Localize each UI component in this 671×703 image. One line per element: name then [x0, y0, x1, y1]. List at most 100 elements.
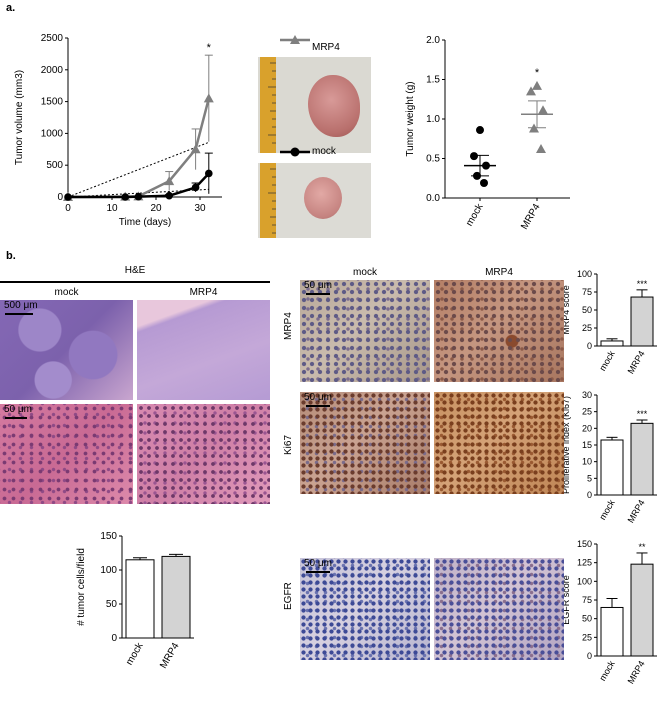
- y-tick-label: 100: [100, 565, 117, 576]
- y-tick-label: 1.5: [426, 75, 440, 86]
- data-point-mock: [64, 193, 72, 201]
- tumor-volume-chart: 0 500 1000 1500 2000 2500 0 10 20 30 Time (days) Tu…: [14, 33, 222, 228]
- data-point-mock: [165, 191, 173, 200]
- x-tick-label: MRP4: [519, 202, 543, 232]
- y-tick-label: 75: [582, 287, 592, 297]
- y-tick-label: 1000: [41, 128, 64, 139]
- x-tick-label: 10: [106, 203, 118, 214]
- legend-line-mrp4: [280, 35, 350, 44]
- scale-label-50-ki67: 50 μm: [304, 392, 332, 403]
- y-tick-label: 10: [582, 457, 592, 467]
- y-axis-label: Tumor volume (mm3): [14, 70, 25, 165]
- bar-mock: [600, 439, 624, 496]
- he-col-mock: mock: [54, 287, 79, 298]
- data-point-mrp4: [538, 105, 548, 115]
- bar-mock: [600, 606, 624, 657]
- tumor-weight-chart: 0.0 0.5 1.0 1.5 2.0 Tumor weight (g) mock MRP4 *: [405, 35, 570, 232]
- data-point-mock: [476, 126, 484, 135]
- scale-bar-50-egfr: [306, 571, 330, 573]
- panel-label-b: b.: [6, 250, 16, 262]
- scale-label-50-mrp4: 50 μm: [304, 280, 332, 291]
- x-tick-label: 0: [65, 203, 71, 214]
- y-tick-label: 75: [582, 595, 592, 605]
- bar-mrp4: [630, 296, 654, 347]
- egfr-score-chart: 0 25 50 75 100 125 150 EGFR score mock MRP4 **: [561, 539, 657, 686]
- y-tick-label: 0: [587, 490, 592, 500]
- scale-bar-50-he: [5, 417, 27, 419]
- data-point-mock: [121, 193, 129, 201]
- ki67-index-chart: 0 5 10 15 20 25 30 Proliferative index (Ki67) mo…: [561, 390, 657, 525]
- scale-bar-50-ki67: [306, 405, 330, 407]
- x-tick-label: mock: [464, 201, 486, 228]
- x-tick-label: MRP4: [626, 349, 647, 376]
- he-mrp4-low-image: [137, 300, 270, 400]
- ihc-egfr-mrp4-image: [434, 558, 564, 660]
- y-tick-label: 100: [577, 269, 592, 279]
- significance-marker: **: [638, 542, 646, 552]
- row-label-mrp4: MRP4: [283, 312, 294, 340]
- he-mock-low-image: [0, 300, 133, 400]
- y-tick-label: 5: [587, 473, 592, 483]
- y-tick-label: 25: [582, 323, 592, 333]
- data-point-mock: [480, 178, 488, 187]
- data-point-mock: [205, 169, 213, 178]
- y-tick-label: 50: [582, 614, 592, 624]
- x-tick-label: MRP4: [626, 659, 647, 686]
- significance-marker: *: [207, 42, 212, 54]
- y-tick-label: 1500: [41, 97, 64, 108]
- legend-line-mock: [280, 147, 350, 157]
- y-tick-label: 25: [582, 407, 592, 417]
- data-point-mock: [191, 183, 200, 192]
- scale-bar-50-mrp4: [306, 293, 330, 295]
- y-axis-label: MRP4 score: [561, 285, 571, 335]
- tumor-photo-mock: [258, 163, 371, 238]
- bar-mrp4: [630, 422, 654, 496]
- y-axis-label: EGFR score: [561, 575, 571, 625]
- x-tick-label: MRP4: [158, 641, 182, 671]
- data-point-mrp4: [203, 93, 214, 103]
- significance-marker: ***: [637, 409, 648, 419]
- bar-mrp4: [161, 555, 191, 639]
- y-tick-label: 0.0: [426, 193, 440, 204]
- ihc-mrp4-mock-image: [300, 280, 430, 382]
- ihc-ki67-mrp4-image: [434, 392, 564, 494]
- y-tick-label: 20: [582, 423, 592, 433]
- data-point-mock: [134, 192, 143, 201]
- y-tick-label: 2.0: [426, 35, 440, 46]
- significance-marker: *: [535, 67, 540, 79]
- ihc-col-mock: mock: [353, 267, 377, 278]
- significance-marker: ***: [637, 279, 648, 289]
- he-title-rule: [0, 281, 270, 283]
- he-mock-high-image: [0, 404, 133, 504]
- y-axis-label: Tumor weight (g): [405, 81, 416, 156]
- y-tick-label: 2000: [41, 65, 64, 76]
- scale-bar-500: [5, 313, 33, 315]
- x-axis-label: Time (days): [119, 217, 171, 228]
- he-col-mrp4: MRP4: [189, 287, 218, 298]
- ihc-col-mrp4: MRP4: [485, 267, 513, 278]
- y-tick-label: 150: [577, 539, 592, 549]
- y-tick-label: 500: [46, 160, 63, 171]
- x-tick-label: mock: [124, 640, 146, 667]
- x-tick-label: 20: [150, 203, 162, 214]
- scale-label-50-egfr: 50 μm: [304, 558, 332, 569]
- trend-line: [67, 141, 209, 198]
- y-tick-label: 25: [582, 632, 592, 642]
- y-tick-label: 0: [587, 651, 592, 661]
- data-point-mrp4: [190, 144, 201, 154]
- data-point-mrp4: [536, 144, 546, 154]
- tumor-cells-chart: 0 50 100 150 # tumor cells/field mock MRP4: [76, 531, 194, 671]
- legend-label-mrp4: MRP4: [312, 42, 340, 53]
- data-point-mrp4: [164, 176, 175, 186]
- bar-mock: [600, 340, 624, 347]
- y-tick-label: 100: [577, 576, 592, 586]
- y-axis-label: # tumor cells/field: [76, 548, 87, 626]
- y-tick-label: 15: [582, 440, 592, 450]
- y-tick-label: 0: [111, 633, 117, 644]
- ihc-ki67-mock-image: [300, 392, 430, 494]
- scale-label-50-he: 50 μm: [4, 404, 32, 415]
- tumor-photo-mrp4: [258, 57, 371, 153]
- y-tick-label: 0.5: [426, 154, 440, 165]
- y-tick-label: 0: [587, 341, 592, 351]
- mrp4-score-chart: 0 25 50 75 100 MRP4 score mock MRP4 ***: [561, 269, 657, 376]
